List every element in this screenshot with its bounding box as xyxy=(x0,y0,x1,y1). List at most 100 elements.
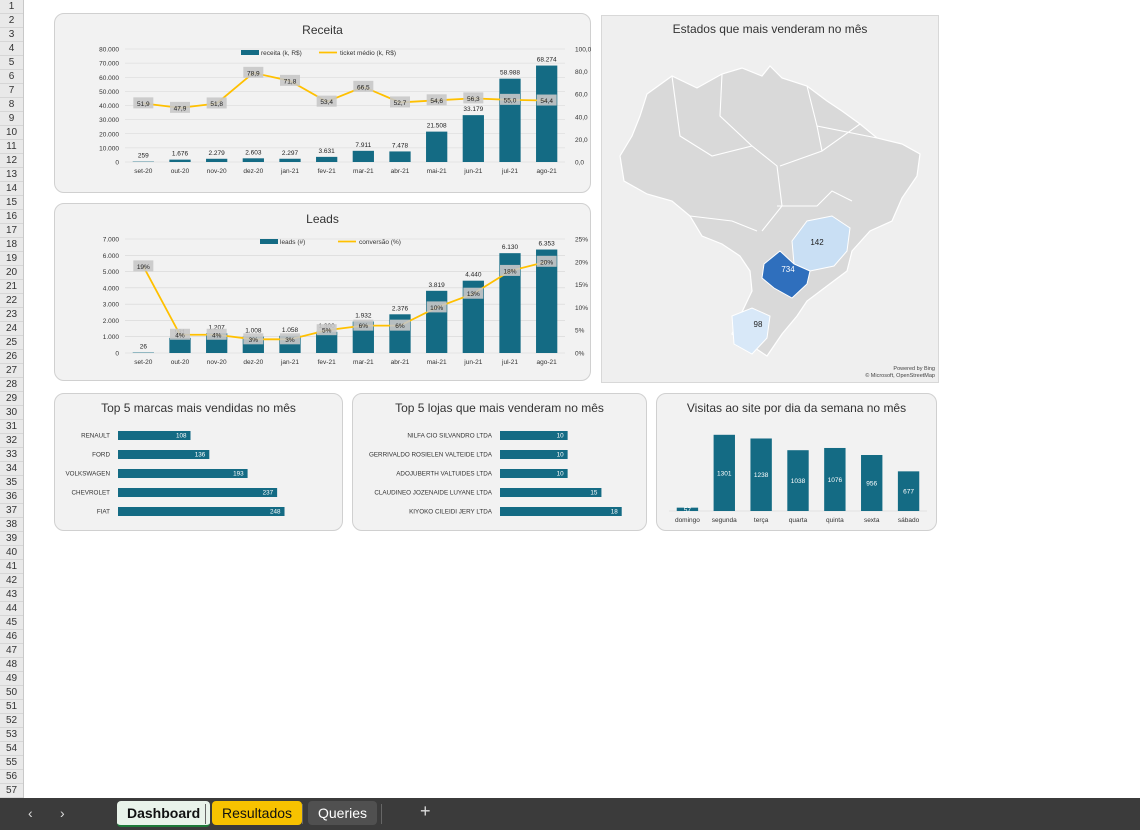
row-header[interactable]: 29 xyxy=(0,392,23,406)
row-header[interactable]: 13 xyxy=(0,168,23,182)
y-tick-label: 80.000 xyxy=(99,47,119,54)
sheet-tab-bar: ‹ › Dashboard Resultados Queries + xyxy=(0,798,1140,830)
chart-card-marcas[interactable]: Top 5 marcas mais vendidas no mês RENAUL… xyxy=(54,393,343,531)
row-header[interactable]: 43 xyxy=(0,588,23,602)
row-header[interactable]: 51 xyxy=(0,700,23,714)
row-header[interactable]: 41 xyxy=(0,560,23,574)
row-header[interactable]: 57 xyxy=(0,784,23,798)
map-state-sp xyxy=(761,250,811,299)
row-header[interactable]: 14 xyxy=(0,182,23,196)
row-header[interactable]: 34 xyxy=(0,462,23,476)
row-header[interactable]: 44 xyxy=(0,602,23,616)
chart-card-leads[interactable]: Leads 0 1.000 2.000 3.000 4.000 5.000 6.000 7.0… xyxy=(54,203,591,381)
row-header[interactable]: 1 xyxy=(0,0,23,14)
map-card[interactable]: Estados que mais venderam no mês 142 734… xyxy=(601,15,939,383)
row-header[interactable]: 30 xyxy=(0,406,23,420)
y2-tick-label: 100,0 xyxy=(575,47,592,54)
bar xyxy=(279,158,301,162)
line-data-label: 13% xyxy=(467,291,480,298)
row-header[interactable]: 56 xyxy=(0,770,23,784)
row-header[interactable]: 50 xyxy=(0,686,23,700)
row-header[interactable]: 32 xyxy=(0,434,23,448)
row-header[interactable]: 49 xyxy=(0,672,23,686)
row-header[interactable]: 55 xyxy=(0,756,23,770)
row-header[interactable]: 36 xyxy=(0,490,23,504)
x-tick-label: fev-21 xyxy=(318,168,336,175)
line-data-label: 55,0 xyxy=(504,97,517,104)
bar xyxy=(352,150,374,162)
row-header[interactable]: 53 xyxy=(0,728,23,742)
chart-card-visitas[interactable]: Visitas ao site por dia da semana no mês… xyxy=(656,393,937,531)
row-header[interactable]: 9 xyxy=(0,112,23,126)
line-data-label: 20% xyxy=(540,259,553,266)
row-header[interactable]: 21 xyxy=(0,280,23,294)
row-header[interactable]: 27 xyxy=(0,364,23,378)
line-label-box xyxy=(353,319,374,331)
row-header[interactable]: 35 xyxy=(0,476,23,490)
tab-resultados[interactable]: Resultados xyxy=(212,801,303,825)
x-tick-label: dez-20 xyxy=(243,359,263,366)
bar-data-label: 237 xyxy=(263,490,274,497)
row-header[interactable]: 45 xyxy=(0,616,23,630)
row-header[interactable]: 39 xyxy=(0,532,23,546)
row-header[interactable]: 15 xyxy=(0,196,23,210)
line-data-label: 10% xyxy=(430,305,443,312)
row-header[interactable]: 48 xyxy=(0,658,23,672)
line-series xyxy=(142,260,547,341)
row-headers: 1 2 3 4 5 6 7 8 9 10 11 12 13 14 15 16 17 18 19 20 21 22 23 24 2… xyxy=(0,0,24,798)
row-header[interactable]: 7 xyxy=(0,84,23,98)
line-data-label: 54,4 xyxy=(540,98,553,105)
row-header[interactable]: 46 xyxy=(0,630,23,644)
row-header[interactable]: 8 xyxy=(0,98,23,112)
y-tick-label: 1.000 xyxy=(103,334,120,341)
row-header[interactable]: 19 xyxy=(0,252,23,266)
row-header[interactable]: 25 xyxy=(0,336,23,350)
row-header[interactable]: 20 xyxy=(0,266,23,280)
row-header[interactable]: 31 xyxy=(0,420,23,434)
row-header[interactable]: 17 xyxy=(0,224,23,238)
row-header[interactable]: 24 xyxy=(0,322,23,336)
bar-data-label: 1038 xyxy=(791,478,806,485)
row-header[interactable]: 28 xyxy=(0,378,23,392)
row-header[interactable]: 33 xyxy=(0,448,23,462)
y2-tick-label: 20% xyxy=(575,259,588,266)
row-header[interactable]: 3 xyxy=(0,28,23,42)
row-header[interactable]: 42 xyxy=(0,574,23,588)
row-header[interactable]: 54 xyxy=(0,742,23,756)
row-header[interactable]: 37 xyxy=(0,504,23,518)
chart-title-leads: Leads xyxy=(306,212,339,226)
chart-card-lojas[interactable]: Top 5 lojas que mais venderam no mês NIL… xyxy=(352,393,647,531)
row-header[interactable]: 38 xyxy=(0,518,23,532)
row-header[interactable]: 5 xyxy=(0,56,23,70)
row-header[interactable]: 2 xyxy=(0,14,23,28)
row-header[interactable]: 4 xyxy=(0,42,23,56)
tab-dashboard[interactable]: Dashboard xyxy=(117,801,211,827)
y2-tick-label: 60,0 xyxy=(575,92,588,99)
prev-sheet-icon[interactable]: ‹ xyxy=(28,805,33,821)
row-header[interactable]: 10 xyxy=(0,126,23,140)
tab-separator xyxy=(302,804,303,824)
line-label-box xyxy=(463,287,484,299)
row-header[interactable]: 47 xyxy=(0,644,23,658)
next-sheet-icon[interactable]: › xyxy=(60,805,65,821)
chart-card-receita[interactable]: Receita 0 10.000 20.000 30.000 40.000 50.000 6… xyxy=(54,13,592,193)
row-header[interactable]: 26 xyxy=(0,350,23,364)
row-header[interactable]: 6 xyxy=(0,70,23,84)
bar-data-label: 136 xyxy=(195,452,206,459)
bar xyxy=(500,431,568,440)
row-header[interactable]: 16 xyxy=(0,210,23,224)
row-header[interactable]: 18 xyxy=(0,238,23,252)
x-tick-label: sexta xyxy=(864,517,880,524)
x-tick-label: domingo xyxy=(675,517,700,524)
add-sheet-button[interactable]: + xyxy=(420,801,431,821)
line-label-box xyxy=(536,94,557,106)
row-header[interactable]: 11 xyxy=(0,140,23,154)
chart-title-visitas: Visitas ao site por dia da semana no mês xyxy=(686,401,907,415)
row-header[interactable]: 52 xyxy=(0,714,23,728)
worksheet[interactable]: Receita 0 10.000 20.000 30.000 40.000 50.000 6… xyxy=(24,0,1140,798)
row-header[interactable]: 23 xyxy=(0,308,23,322)
row-header[interactable]: 40 xyxy=(0,546,23,560)
row-header[interactable]: 12 xyxy=(0,154,23,168)
tab-queries[interactable]: Queries xyxy=(308,801,378,825)
row-header[interactable]: 22 xyxy=(0,294,23,308)
